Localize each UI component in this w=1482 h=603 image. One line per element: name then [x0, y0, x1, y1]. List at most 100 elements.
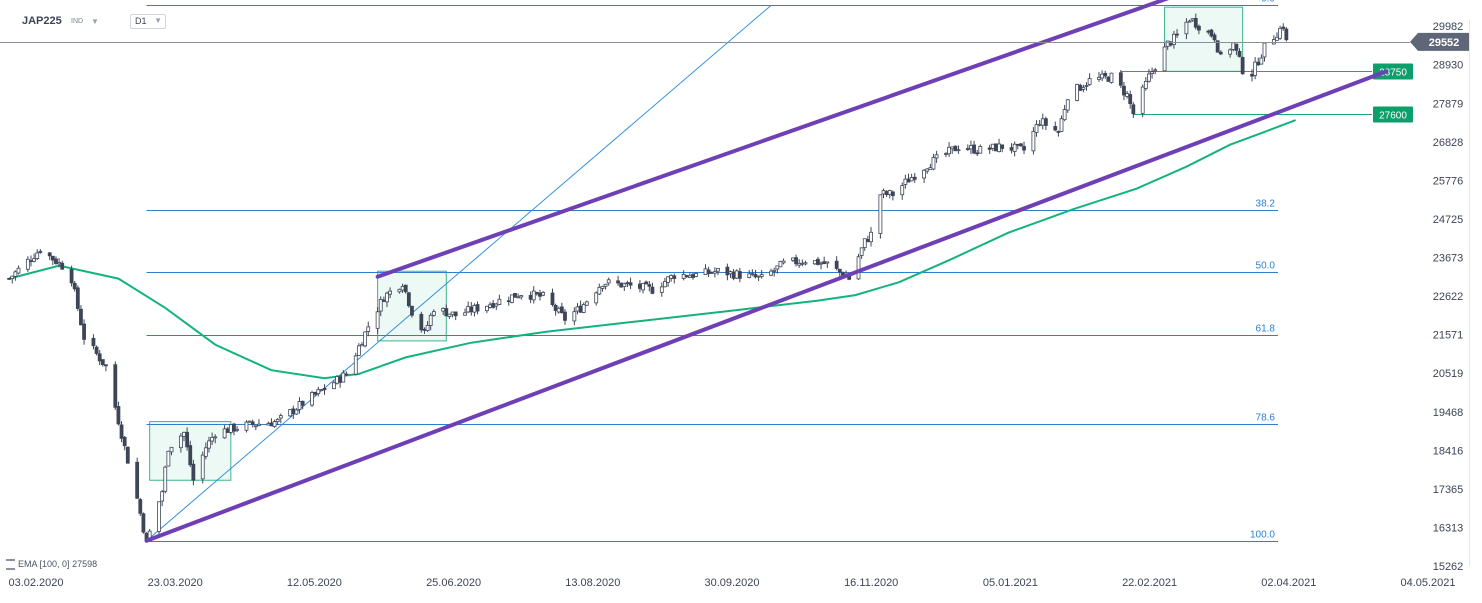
candle[interactable] [35, 252, 40, 259]
candle[interactable] [310, 392, 314, 406]
candle[interactable] [969, 145, 973, 150]
candle[interactable] [335, 376, 339, 384]
candle[interactable] [163, 466, 168, 492]
candle[interactable] [731, 271, 736, 279]
candle[interactable] [644, 281, 649, 285]
candle[interactable] [728, 271, 733, 275]
candle[interactable] [1237, 50, 1242, 57]
candle[interactable] [800, 262, 805, 265]
candle[interactable] [60, 262, 65, 270]
candle[interactable] [463, 312, 467, 316]
candle[interactable] [925, 168, 930, 172]
candle[interactable] [956, 149, 961, 152]
candle[interactable] [113, 364, 118, 408]
candle[interactable] [1184, 21, 1189, 35]
trend-line[interactable] [146, 4, 772, 542]
candle[interactable] [125, 446, 130, 464]
candle[interactable] [884, 191, 889, 195]
candle[interactable] [441, 307, 446, 312]
candle[interactable] [319, 389, 324, 392]
candle[interactable] [606, 279, 611, 284]
candle[interactable] [581, 304, 586, 313]
candle[interactable] [244, 421, 249, 431]
candle[interactable] [1084, 85, 1089, 87]
candle[interactable] [275, 418, 280, 423]
candle[interactable] [684, 275, 689, 278]
candle[interactable] [331, 382, 336, 390]
channel-line[interactable] [144, 69, 1389, 543]
candle[interactable] [294, 409, 299, 415]
candle[interactable] [922, 169, 927, 179]
candle[interactable] [803, 262, 808, 265]
candle[interactable] [444, 308, 449, 317]
candle[interactable] [759, 274, 764, 277]
candle[interactable] [185, 431, 190, 448]
candle[interactable] [403, 284, 408, 293]
candle[interactable] [116, 406, 121, 425]
candle[interactable] [13, 271, 18, 277]
candle[interactable] [1284, 28, 1289, 41]
candle[interactable] [447, 313, 452, 317]
candle[interactable] [694, 272, 699, 277]
candle[interactable] [178, 435, 183, 449]
candle[interactable] [1275, 36, 1279, 41]
candle[interactable] [288, 409, 293, 417]
candle[interactable] [541, 292, 546, 296]
candle[interactable] [681, 273, 686, 279]
candle[interactable] [338, 376, 343, 383]
candle[interactable] [534, 292, 539, 295]
candle[interactable] [182, 431, 186, 437]
candle[interactable] [397, 288, 402, 293]
candle[interactable] [703, 268, 708, 276]
candle[interactable] [410, 305, 414, 316]
candle[interactable] [772, 269, 777, 272]
candle[interactable] [1150, 71, 1154, 74]
candle[interactable] [903, 178, 908, 185]
candle[interactable] [119, 424, 124, 439]
candle[interactable] [1118, 72, 1123, 86]
candle[interactable] [1109, 72, 1114, 83]
candle[interactable] [360, 344, 364, 347]
candle[interactable] [934, 154, 939, 159]
candle[interactable] [528, 294, 533, 300]
candle[interactable] [141, 513, 146, 533]
candle[interactable] [1040, 118, 1045, 126]
candle[interactable] [709, 271, 714, 274]
timeframe-select[interactable]: D1 ▼ [130, 14, 166, 29]
candle[interactable] [953, 145, 958, 152]
candle[interactable] [1197, 25, 1201, 31]
candle[interactable] [1231, 42, 1236, 50]
candle[interactable] [737, 271, 742, 279]
candle[interactable] [207, 440, 211, 449]
candle[interactable] [725, 266, 730, 276]
candle[interactable] [79, 308, 83, 326]
candle[interactable] [1009, 147, 1014, 151]
candle[interactable] [1019, 143, 1023, 147]
candle[interactable] [1000, 144, 1005, 149]
candle[interactable] [994, 143, 998, 152]
candle[interactable] [931, 157, 936, 170]
candle[interactable] [1100, 73, 1105, 79]
candle[interactable] [794, 257, 798, 265]
candle[interactable] [1059, 118, 1064, 132]
candle[interactable] [597, 287, 602, 295]
candle[interactable] [912, 176, 917, 180]
candle[interactable] [104, 364, 108, 367]
candle[interactable] [356, 345, 361, 356]
candle[interactable] [947, 146, 951, 155]
candle[interactable] [1281, 26, 1286, 29]
candle[interactable] [1078, 84, 1083, 91]
candle[interactable] [1215, 40, 1220, 53]
candle[interactable] [291, 408, 296, 415]
candle[interactable] [316, 389, 321, 395]
highlight-box[interactable] [1164, 6, 1244, 72]
candle[interactable] [250, 421, 255, 426]
candle[interactable] [837, 268, 842, 273]
candle[interactable] [191, 463, 196, 481]
candle[interactable] [253, 425, 258, 428]
candle[interactable] [25, 258, 30, 270]
candle[interactable] [1012, 143, 1017, 152]
candle[interactable] [997, 143, 1001, 153]
candle[interactable] [7, 277, 12, 280]
channel-line[interactable] [375, 0, 1190, 279]
